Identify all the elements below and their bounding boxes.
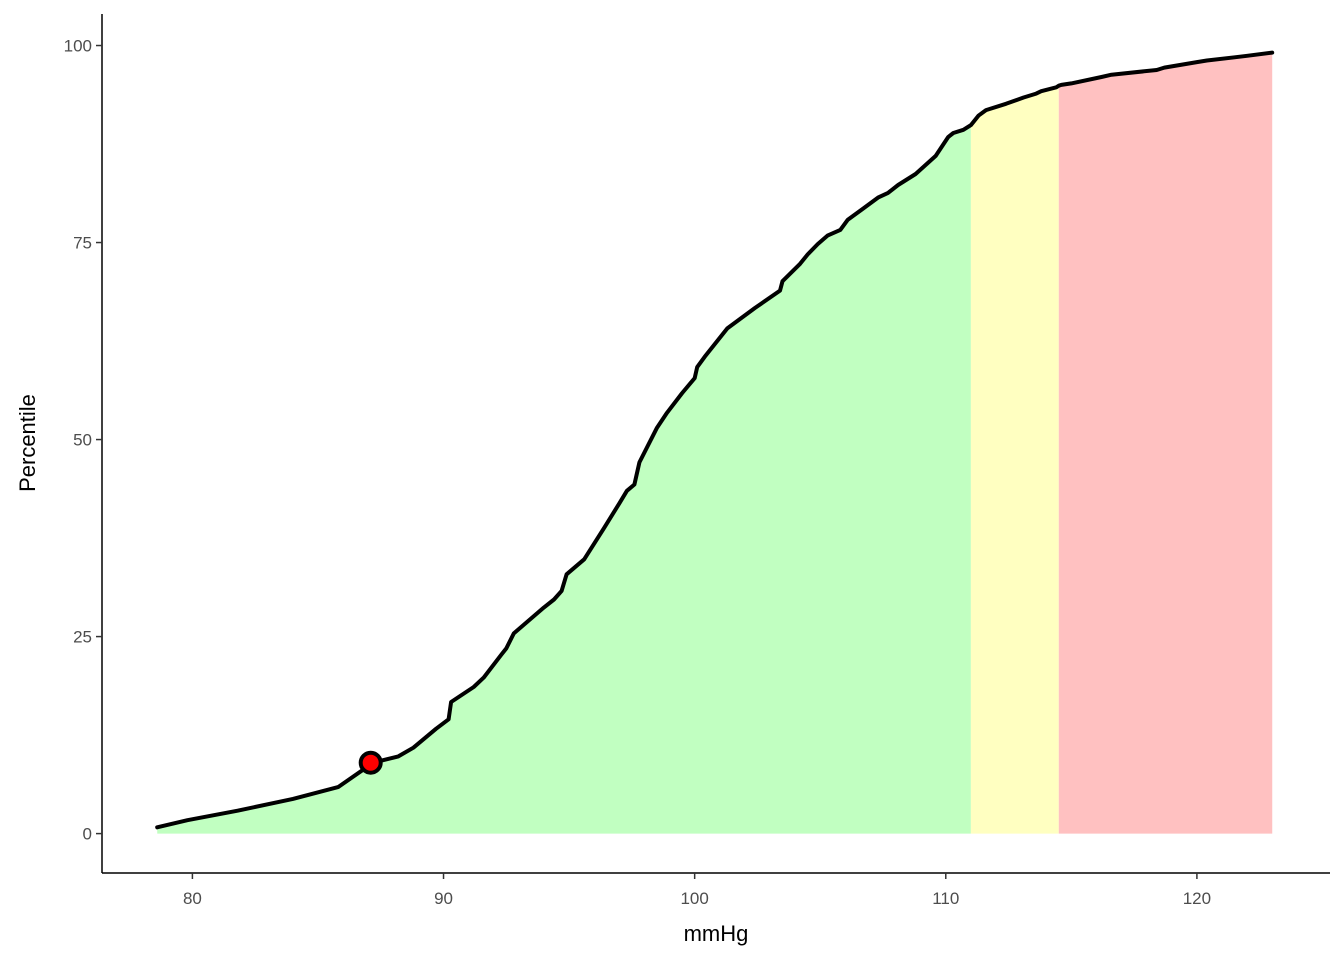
y-tick-label: 0 [83, 825, 92, 844]
threshold-bands [157, 52, 1273, 834]
percentile-curve [155, 50, 1275, 830]
highlight-point [358, 750, 383, 775]
y-tick-label: 75 [73, 234, 92, 253]
band-3 [1058, 52, 1273, 834]
y-tick-label: 50 [73, 431, 92, 450]
y-tick-label: 100 [64, 37, 92, 56]
x-axis-title: mmHg [684, 921, 749, 946]
band-2 [970, 85, 1059, 834]
y-tick-label: 25 [73, 628, 92, 647]
x-tick-label: 80 [183, 889, 202, 908]
band-1 [157, 125, 971, 834]
x-tick-label: 90 [434, 889, 453, 908]
x-axis-ticks: 80 90 100 110 120 [183, 873, 1211, 908]
x-tick-label: 100 [680, 889, 708, 908]
x-tick-label: 110 [932, 889, 959, 908]
x-tick-label: 120 [1183, 889, 1211, 908]
y-axis-ticks: 0 25 50 75 100 [64, 37, 102, 844]
y-axis-title: Percentile [15, 394, 40, 492]
